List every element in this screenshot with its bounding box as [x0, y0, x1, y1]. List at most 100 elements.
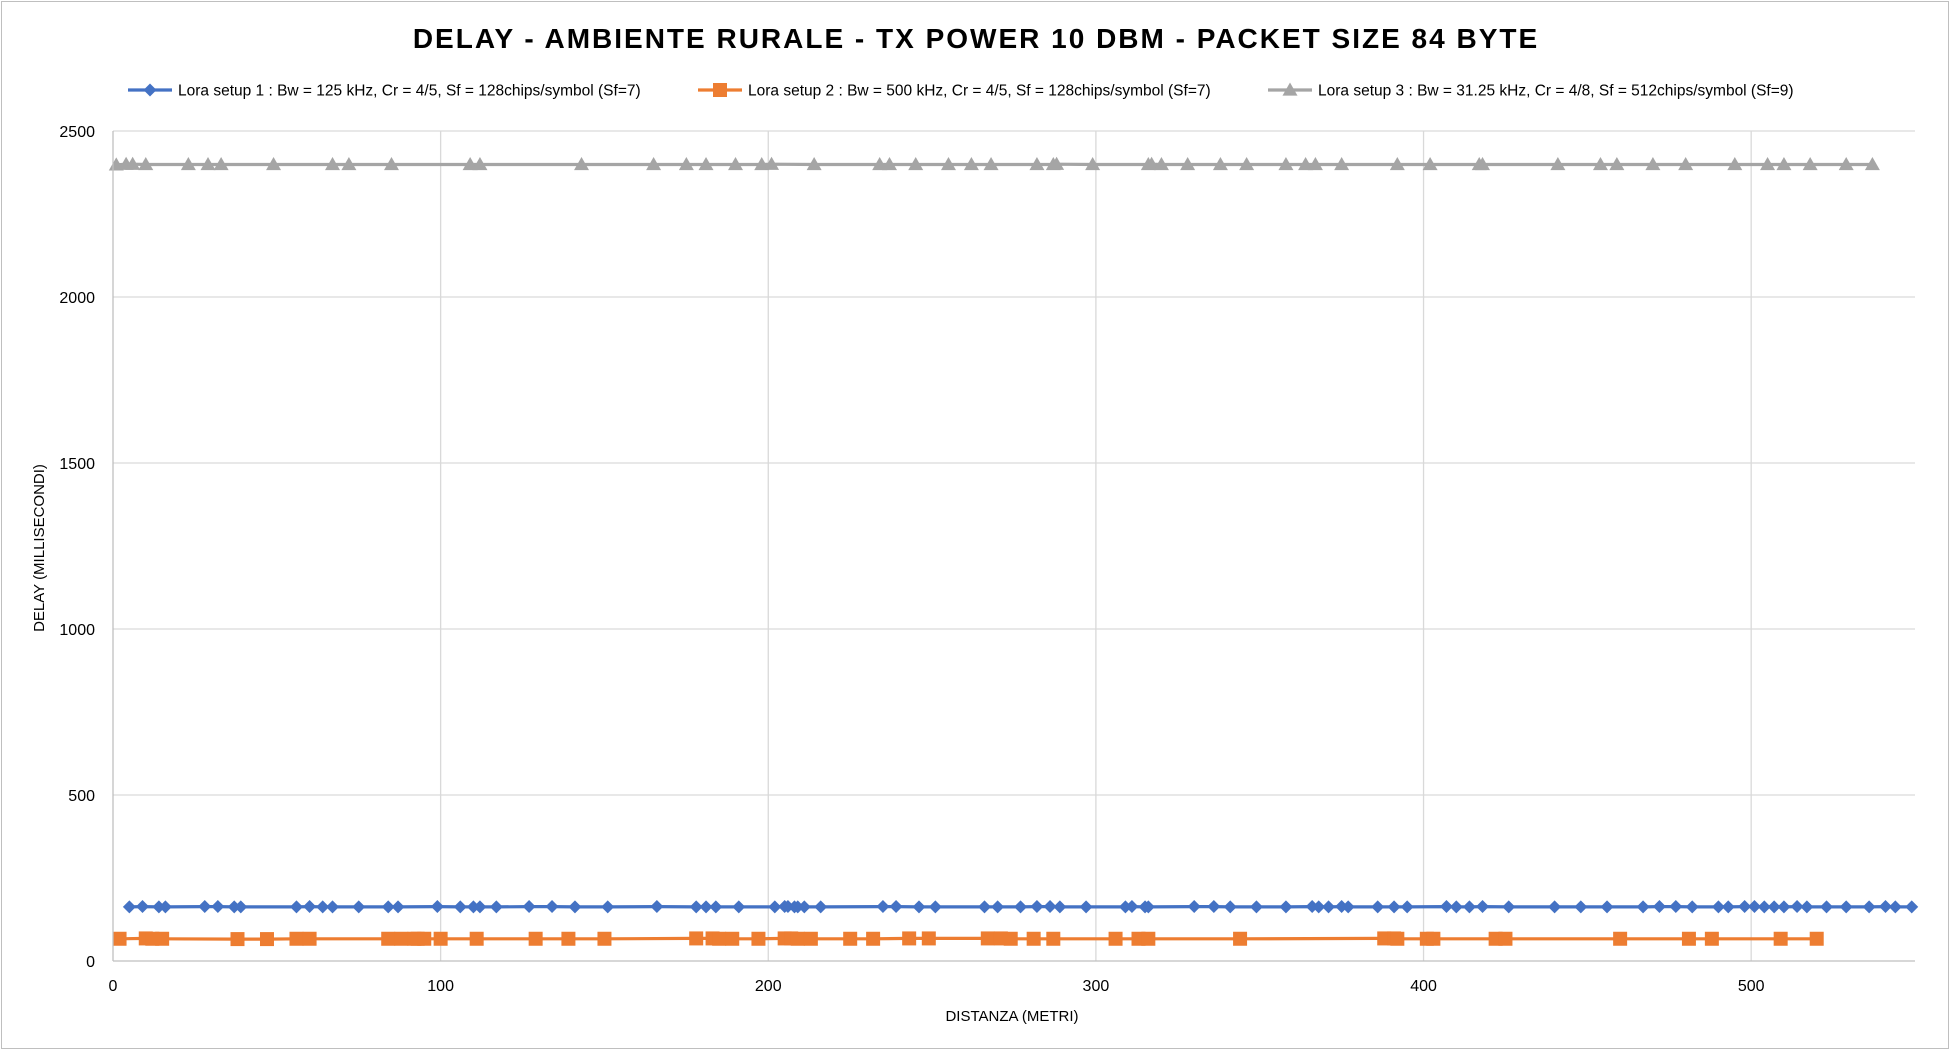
data-point: [1462, 900, 1476, 914]
data-point: [227, 900, 241, 914]
data-point: [417, 931, 432, 946]
data-point: [764, 156, 780, 170]
data-point: [125, 156, 141, 170]
data-point: [528, 931, 543, 946]
data-point: [1249, 900, 1263, 914]
legend-marker: [713, 83, 727, 97]
data-point: [1757, 900, 1771, 914]
series-2: [112, 931, 1824, 947]
data-point: [1738, 900, 1752, 914]
data-point: [316, 900, 330, 914]
data-point: [200, 157, 216, 171]
data-point: [1187, 900, 1201, 914]
data-point: [545, 900, 559, 914]
data-point: [462, 157, 478, 171]
data-point: [1180, 157, 1196, 171]
legend: Lora setup 1 : Bw = 125 kHz, Cr = 4/5, S…: [128, 82, 1794, 100]
data-point: [797, 900, 811, 914]
data-point: [1387, 900, 1401, 914]
legend-label: Lora setup 1 : Bw = 125 kHz, Cr = 4/5, S…: [178, 83, 641, 100]
data-point: [1592, 157, 1608, 171]
data-point: [1636, 900, 1650, 914]
data-point: [561, 931, 576, 946]
data-point: [1046, 931, 1061, 946]
data-point: [921, 931, 936, 946]
data-point: [522, 900, 536, 914]
data-point: [866, 931, 881, 946]
data-point: [568, 900, 582, 914]
data-point: [1502, 900, 1516, 914]
data-point: [1053, 900, 1067, 914]
data-point: [791, 900, 805, 914]
data-point: [211, 900, 225, 914]
data-point: [1704, 931, 1719, 946]
data-point: [1905, 900, 1919, 914]
y-tick-label: 1000: [59, 622, 95, 639]
data-point: [1767, 900, 1781, 914]
data-point: [391, 900, 405, 914]
data-point: [1212, 157, 1228, 171]
data-point: [1879, 900, 1893, 914]
data-point: [1207, 900, 1221, 914]
series-line: [119, 936, 1817, 941]
data-point: [1144, 156, 1160, 170]
legend-marker: [143, 83, 157, 97]
data-point: [902, 931, 917, 946]
data-point: [1645, 157, 1661, 171]
data-point: [889, 900, 903, 914]
data-point: [152, 900, 166, 914]
data-point: [991, 900, 1005, 914]
data-point: [122, 900, 136, 914]
data-point: [1153, 157, 1169, 171]
data-point: [266, 157, 282, 171]
data-point: [1108, 931, 1123, 946]
data-point: [138, 157, 154, 171]
data-point: [1422, 157, 1438, 171]
data-point: [790, 931, 805, 946]
data-point: [601, 900, 615, 914]
data-point: [213, 157, 229, 171]
data-point: [1279, 900, 1293, 914]
data-point: [754, 157, 770, 171]
data-point: [698, 157, 714, 171]
data-point: [1652, 900, 1666, 914]
data-point: [453, 900, 467, 914]
y-tick-label: 2000: [59, 290, 95, 307]
data-point: [381, 931, 396, 946]
data-point: [198, 900, 212, 914]
data-point: [1341, 900, 1355, 914]
data-point: [928, 900, 942, 914]
data-point: [155, 931, 170, 946]
data-point: [983, 157, 999, 171]
data-point: [689, 900, 703, 914]
data-point: [158, 900, 172, 914]
data-point: [1085, 157, 1101, 171]
data-point: [473, 900, 487, 914]
x-axis-title: DISTANZA (METRI): [945, 1008, 1078, 1025]
grid-layer: [113, 130, 1915, 961]
legend-marker: [1282, 82, 1298, 96]
x-tick-label: 100: [427, 978, 454, 995]
data-point: [112, 931, 127, 946]
data-point: [872, 157, 888, 171]
data-point: [381, 900, 395, 914]
data-point: [1030, 900, 1044, 914]
data-point: [1839, 900, 1853, 914]
data-point: [352, 900, 366, 914]
data-point: [289, 931, 304, 946]
data-point: [1003, 931, 1018, 946]
data-point: [1777, 900, 1791, 914]
data-point: [1223, 900, 1237, 914]
y-tick-label: 1500: [59, 456, 95, 473]
series-3: [108, 156, 1880, 171]
data-point: [1371, 900, 1385, 914]
x-tick-label: 300: [1083, 978, 1110, 995]
data-point: [1498, 931, 1513, 946]
data-point: [1239, 157, 1255, 171]
data-point: [1141, 900, 1155, 914]
data-point: [1600, 900, 1614, 914]
axis-layer: 0 500 1000 1500 2000 2500 0 100 200 300 400 500: [59, 124, 1915, 995]
data-point: [1014, 900, 1028, 914]
